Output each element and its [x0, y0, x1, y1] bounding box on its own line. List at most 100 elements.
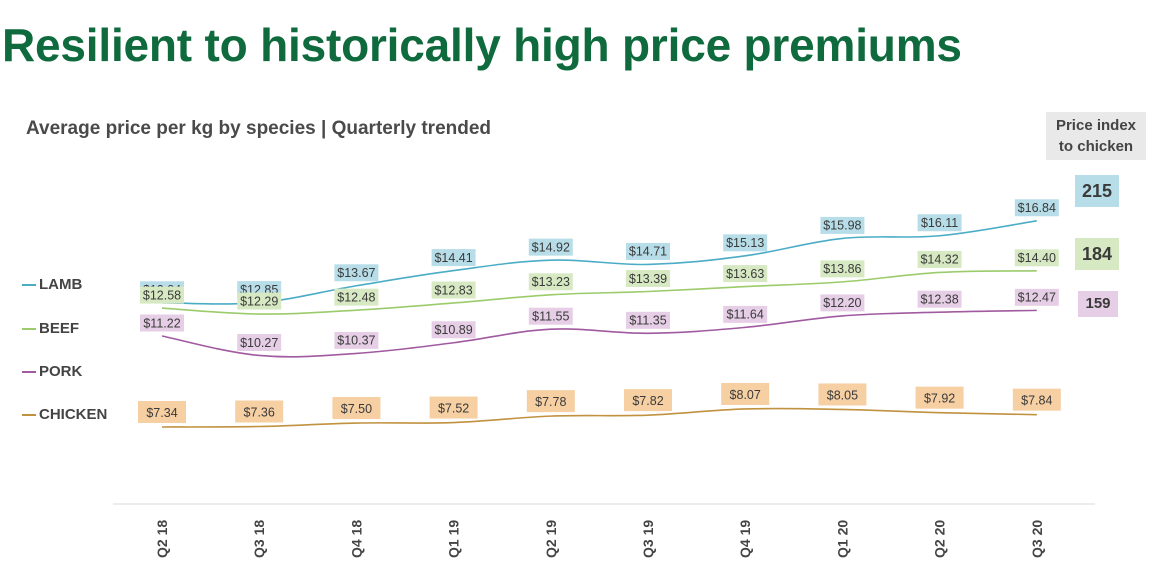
data-label-text: $14.92 [532, 240, 570, 254]
chart-subtitle: Average price per kg by species | Quarte… [26, 118, 492, 139]
data-label-lamb: $15.13 [723, 234, 768, 252]
data-label-text: $7.78 [535, 395, 566, 409]
x-tick-label: Q4 19 [737, 520, 753, 558]
data-label-text: $14.40 [1018, 251, 1056, 265]
data-label-beef: $13.39 [626, 270, 670, 288]
x-tick-label: Q3 19 [640, 520, 656, 558]
data-label-text: $12.29 [240, 294, 278, 308]
data-label-text: $7.36 [244, 406, 275, 420]
price-index-header: Price index to chicken [1046, 112, 1146, 160]
data-label-text: $11.64 [727, 308, 764, 322]
data-label-text: $10.37 [337, 334, 375, 348]
data-label-chicken: $7.82 [624, 389, 672, 412]
data-label-pork: $12.38 [917, 290, 962, 308]
data-label-box [723, 265, 768, 283]
x-tick-label: Q1 19 [446, 520, 462, 558]
data-label-box [626, 270, 670, 288]
data-label-beef: $12.48 [334, 288, 379, 306]
data-label-box [431, 321, 476, 339]
data-label-chicken: $7.92 [915, 386, 964, 409]
data-label-text: $10.89 [434, 323, 472, 337]
data-label-text: $14.32 [920, 253, 958, 267]
legend-item-beef: BEEF [22, 320, 79, 337]
data-label-lamb: $13.67 [334, 264, 379, 282]
data-label-box [528, 238, 573, 256]
data-label-text: $15.13 [726, 236, 764, 250]
data-label-chicken: $7.50 [332, 397, 381, 420]
data-label-text: $12.83 [434, 283, 472, 297]
legend-line-lamb [22, 283, 36, 286]
data-label-text: $7.92 [924, 392, 955, 406]
data-label-box [626, 242, 670, 260]
data-label-pork: $12.20 [820, 294, 865, 312]
data-label-beef: $12.83 [431, 281, 476, 299]
data-label-box [818, 383, 867, 406]
data-label-chicken: $7.84 [1012, 388, 1061, 411]
data-label-lamb: $16.11 [917, 214, 962, 232]
data-label-text: $7.50 [341, 402, 372, 416]
data-label-box [721, 382, 770, 405]
series-line-lamb [161, 219, 1037, 305]
data-label-text: $12.47 [1018, 291, 1056, 305]
data-label-box [334, 264, 379, 282]
data-label-box [235, 400, 284, 423]
data-label-box [917, 250, 962, 268]
price-index-pork: 159 [1078, 291, 1118, 317]
data-label-lamb: $15.98 [820, 216, 865, 234]
data-label-text: $7.82 [632, 394, 663, 408]
legend-item-pork: PORK [22, 363, 82, 380]
data-label-lamb: $14.71 [626, 242, 670, 260]
data-label-text: $7.52 [438, 402, 469, 416]
data-label-text: $15.98 [823, 219, 861, 233]
data-label-box [138, 401, 186, 423]
data-label-box [334, 331, 379, 349]
data-label-text: $12.58 [143, 288, 181, 302]
legend-line-chicken [22, 413, 36, 416]
x-tick-label: Q3 18 [251, 520, 267, 558]
legend-label-beef: BEEF [39, 320, 80, 337]
legend-item-chicken: CHICKEN [22, 406, 107, 423]
data-label-text: $14.71 [629, 245, 667, 259]
data-label-box [915, 386, 964, 409]
data-label-beef: $12.29 [237, 292, 282, 310]
series-line-chicken [161, 407, 1037, 428]
data-label-chicken: $7.36 [235, 400, 284, 423]
data-label-text: $7.34 [146, 406, 177, 420]
data-label-box [626, 311, 670, 329]
data-label-lamb: $14.92 [528, 238, 573, 256]
data-label-box [237, 333, 282, 351]
data-label-text: $12.20 [823, 296, 861, 310]
data-label-pork: $11.35 [626, 311, 670, 329]
data-label-text: $10.27 [240, 336, 278, 350]
data-label-pork: $11.22 [140, 314, 184, 332]
page-title: Resilient to historically high price pre… [2, 19, 962, 71]
data-label-chicken: $8.07 [721, 382, 770, 405]
data-label-box [332, 397, 381, 420]
data-label-beef: $14.40 [1014, 249, 1059, 267]
data-label-chicken: $7.34 [138, 401, 186, 423]
data-label-box [624, 389, 672, 412]
data-label-box [820, 216, 865, 234]
x-tick-label: Q2 18 [154, 520, 170, 558]
data-label-box [723, 234, 768, 252]
data-label-beef: $13.86 [820, 260, 865, 278]
data-label-box [917, 214, 962, 232]
price-index-header-line2: to chicken [1058, 138, 1134, 155]
x-tick-label: Q4 18 [348, 520, 364, 558]
data-label-box [140, 314, 184, 332]
data-label-box [820, 294, 865, 312]
data-label-text: $8.05 [827, 388, 858, 402]
data-label-lamb: $14.41 [431, 249, 476, 267]
data-label-box [1014, 249, 1059, 267]
data-label-text: $12.48 [337, 290, 375, 304]
data-label-box [917, 290, 962, 308]
data-label-text: $16.11 [921, 216, 958, 230]
price-index-header-line1: Price index [1055, 117, 1137, 134]
data-label-chicken: $8.05 [818, 383, 867, 406]
x-tick-label: Q2 19 [543, 520, 559, 558]
data-label-pork: $12.47 [1014, 288, 1059, 306]
data-label-text: $14.41 [434, 251, 472, 265]
data-label-box [140, 286, 184, 304]
legend-label-chicken: CHICKEN [39, 406, 108, 423]
data-label-box [820, 260, 865, 278]
